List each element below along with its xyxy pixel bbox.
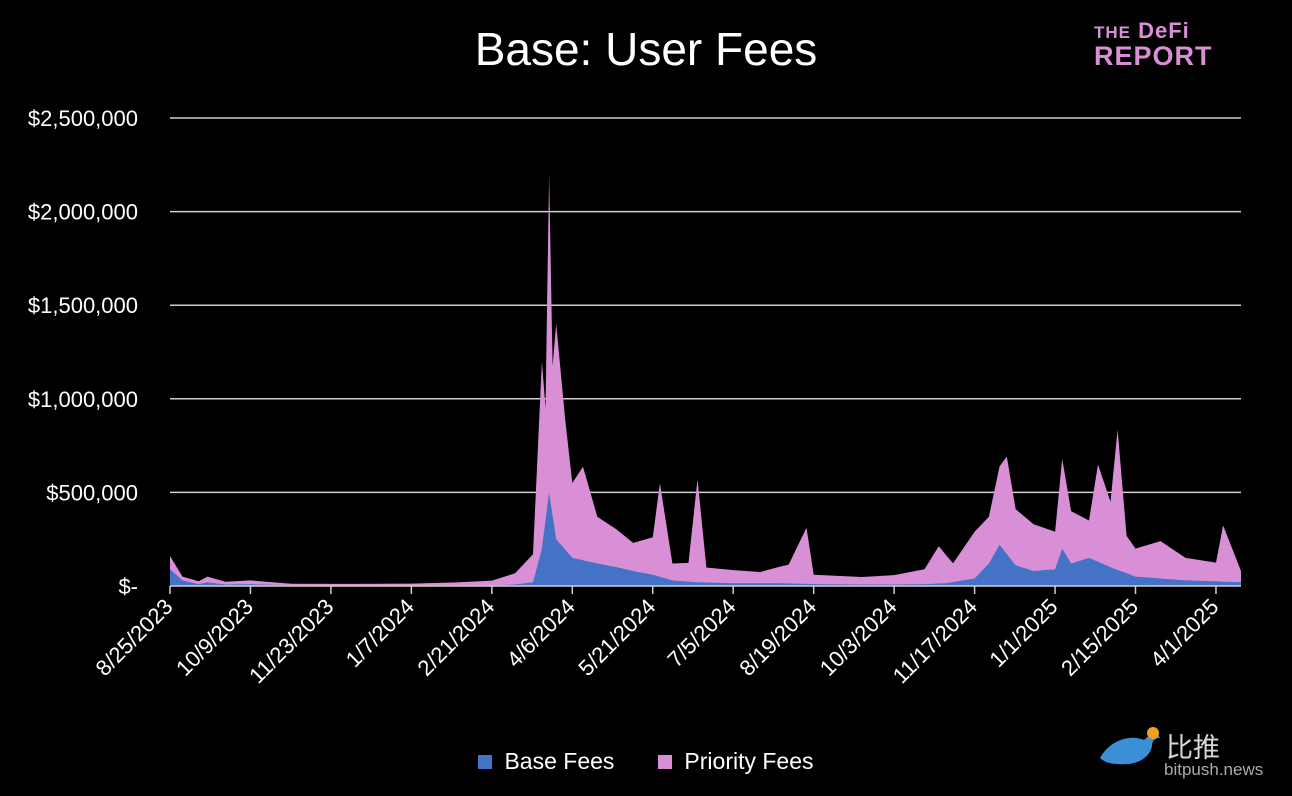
x-tick-label: 8/19/2024 (734, 594, 821, 681)
legend-swatch-priority-fees (658, 754, 673, 769)
x-tick-label: 11/23/2023 (244, 594, 338, 688)
x-tick-label: 8/25/2023 (91, 594, 178, 681)
priority-fees-area (170, 174, 1241, 586)
watermark-url: bitpush.news (1164, 760, 1264, 779)
defi-report-logo: THE DeFi REPORT (1094, 18, 1213, 71)
x-tick-label: 2/15/2025 (1056, 594, 1143, 681)
x-tick-label: 4/6/2024 (502, 594, 580, 672)
bird-icon (1100, 727, 1160, 765)
y-tick-label: $1,000,000 (28, 387, 138, 412)
x-tick-label: 5/21/2024 (573, 594, 660, 681)
chart-title: Base: User Fees (474, 23, 818, 75)
y-tick-label: $2,000,000 (28, 200, 138, 225)
x-tick-label: 4/1/2025 (1145, 594, 1223, 672)
y-tick-label: $500,000 (46, 480, 138, 505)
y-tick-label: $- (118, 574, 138, 599)
watermark-cn-text: 比推 (1166, 733, 1220, 764)
x-tick-label: 1/1/2025 (984, 594, 1062, 672)
legend-label-priority-fees: Priority Fees (684, 748, 814, 774)
x-tick-label: 7/5/2024 (663, 594, 741, 672)
x-tick-label: 10/9/2023 (171, 594, 258, 681)
y-tick-label: $1,500,000 (28, 293, 138, 318)
chart-legend: Base Fees Priority Fees (0, 748, 1292, 775)
legend-item-priority-fees: Priority Fees (658, 748, 814, 775)
x-tick-label: 2/21/2024 (412, 594, 499, 681)
x-tick-label: 10/3/2024 (815, 594, 902, 681)
x-tick-label: 11/17/2024 (888, 594, 982, 688)
x-tick-label: 1/7/2024 (341, 594, 419, 672)
legend-label-base-fees: Base Fees (504, 748, 615, 774)
base-fees-area (170, 492, 1241, 586)
bitpush-watermark: 比推 bitpush.news (1096, 724, 1286, 784)
y-tick-label: $2,500,000 (28, 106, 138, 131)
legend-item-base-fees: Base Fees (478, 748, 614, 775)
legend-swatch-base-fees (478, 754, 493, 769)
